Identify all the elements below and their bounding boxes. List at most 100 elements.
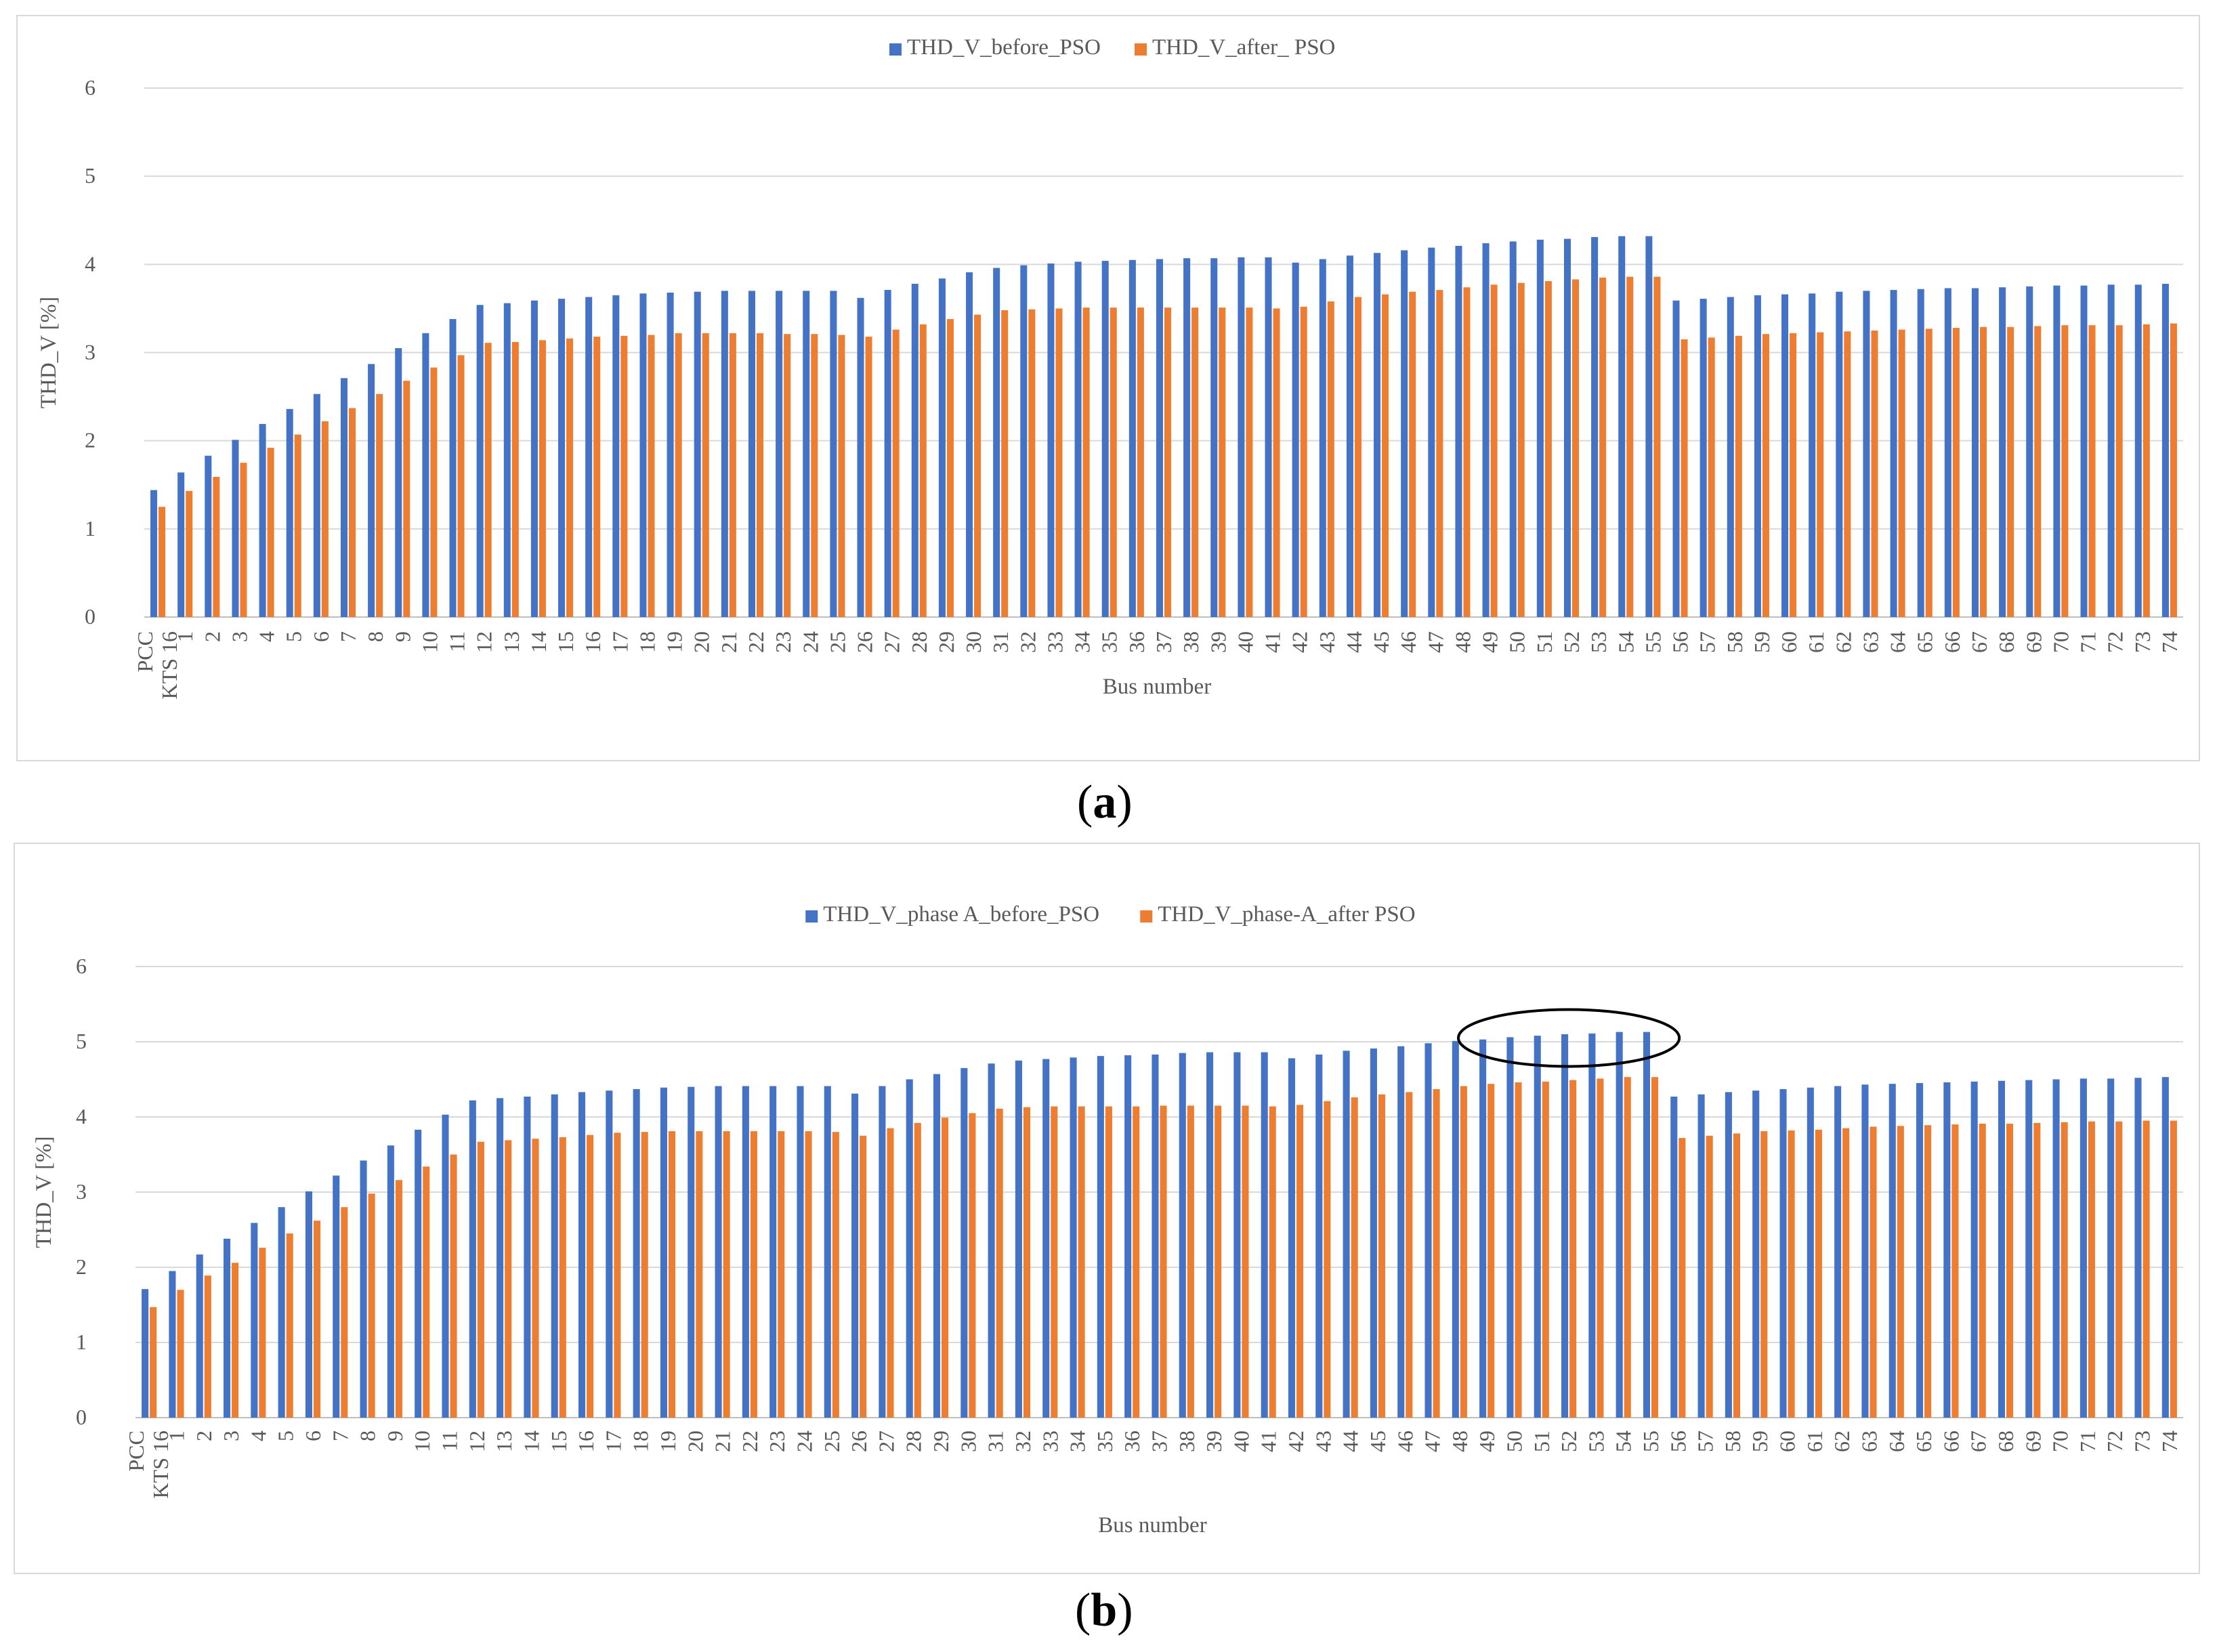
bar-after xyxy=(1653,276,1661,617)
bar-before xyxy=(715,1086,722,1418)
bar-before xyxy=(606,1090,613,1418)
bar-before xyxy=(2107,284,2115,617)
bar-before xyxy=(333,1175,340,1418)
bar-after xyxy=(860,1135,867,1418)
bar-before xyxy=(1288,1058,1296,1418)
bar-after xyxy=(668,1131,676,1418)
bar-after xyxy=(1597,1078,1604,1418)
bar-after xyxy=(159,507,166,617)
bar-before xyxy=(177,472,185,617)
bar-after xyxy=(887,1128,894,1418)
x-tick-label: 25 xyxy=(820,1431,844,1452)
x-tick-label: 5 xyxy=(282,631,306,642)
bar-before xyxy=(1128,259,1136,617)
bar-before xyxy=(2025,1080,2033,1418)
y-tick-label: 0 xyxy=(85,604,96,629)
bar-before xyxy=(1916,1083,1924,1418)
bar-after xyxy=(702,333,709,617)
bar-after xyxy=(1979,1123,1986,1418)
bar-before xyxy=(1482,243,1490,617)
x-tick-label: 66 xyxy=(1939,1431,1963,1452)
bar-before xyxy=(1452,1040,1459,1418)
bar-after xyxy=(1924,1125,1932,1418)
x-tick-label: 53 xyxy=(1586,631,1611,653)
x-tick-label: 65 xyxy=(1913,631,1937,653)
bar-after xyxy=(1436,290,1443,617)
x-tick-label: 10 xyxy=(410,1431,434,1452)
x-tick-label: 31 xyxy=(984,1431,1008,1452)
bar-before xyxy=(1534,1036,1541,1418)
bar-before xyxy=(1101,261,1109,617)
bar-before xyxy=(1315,1054,1323,1418)
x-tick-label: 9 xyxy=(383,1431,407,1441)
x-tick-label: 18 xyxy=(629,1431,653,1452)
x-tick-label: 23 xyxy=(765,1431,789,1452)
x-tick-label: 28 xyxy=(902,1431,926,1452)
bar-before xyxy=(1807,1087,1814,1418)
x-tick-label: 41 xyxy=(1261,631,1285,653)
bar-after xyxy=(1515,1082,1522,1418)
bar-before xyxy=(2026,286,2033,617)
bar-after xyxy=(1517,282,1525,617)
x-tick-label: 73 xyxy=(2130,1431,2155,1452)
x-tick-label: 54 xyxy=(1613,631,1638,653)
bar-before xyxy=(1319,259,1326,618)
bar-after xyxy=(942,1118,949,1418)
x-tick-label: 2 xyxy=(192,1431,216,1441)
bar-after xyxy=(1351,1097,1358,1418)
bar-before xyxy=(449,319,457,617)
bar-before xyxy=(851,1093,859,1418)
bar-after xyxy=(1105,1106,1112,1418)
bar-before xyxy=(422,333,429,617)
x-tick-label: 50 xyxy=(1505,631,1529,653)
x-tick-label: 43 xyxy=(1311,1431,1335,1452)
x-tick-label: 38 xyxy=(1179,631,1203,653)
x-tick-label: 39 xyxy=(1206,631,1230,653)
bar-before xyxy=(469,1100,476,1418)
x-tick-label: 33 xyxy=(1038,1431,1062,1452)
x-tick-label: 29 xyxy=(934,631,958,653)
bar-after xyxy=(1952,328,1960,617)
bar-before xyxy=(1015,1060,1022,1418)
x-tick-label: 39 xyxy=(1202,1431,1226,1452)
bar-after xyxy=(1051,1106,1058,1418)
bar-before xyxy=(1890,290,1897,617)
bar-before xyxy=(1401,250,1408,617)
bar-after xyxy=(2088,325,2096,617)
bar-after xyxy=(1191,308,1199,617)
y-tick-label: 3 xyxy=(85,340,96,364)
bar-before xyxy=(278,1207,285,1418)
x-tick-label: 20 xyxy=(683,1431,707,1452)
bar-before xyxy=(906,1079,913,1418)
bar-after xyxy=(1300,306,1307,617)
bar-after xyxy=(1023,1107,1031,1418)
x-tick-label: 23 xyxy=(771,631,795,653)
legend: THD_V_before_PSO THD_V_after_ PSO xyxy=(889,35,1335,60)
bar-before xyxy=(1097,1056,1104,1418)
bar-after xyxy=(865,337,872,617)
bar-before xyxy=(1070,1057,1077,1418)
panel-label-b: (b) xyxy=(1075,1584,1133,1636)
x-tick-label: 72 xyxy=(2103,1431,2127,1452)
legend-swatch-before xyxy=(889,43,902,56)
bar-after xyxy=(1246,308,1253,617)
bar-before xyxy=(688,1086,695,1418)
bar-after xyxy=(1406,1092,1413,1418)
bar-before xyxy=(150,490,158,617)
x-tick-label: 17 xyxy=(608,631,632,653)
x-tick-label: 55 xyxy=(1641,631,1665,653)
bar-before xyxy=(1374,253,1381,618)
bar-after xyxy=(1164,308,1172,617)
x-tick-label: 5 xyxy=(274,1431,298,1441)
x-tick-label: 37 xyxy=(1147,1431,1172,1452)
bar-before xyxy=(1156,259,1163,618)
x-tick-label: 17 xyxy=(601,1431,625,1452)
bar-before xyxy=(530,300,538,617)
x-tick-label: 44 xyxy=(1338,1431,1363,1452)
bar-before xyxy=(395,347,402,617)
bar-after xyxy=(614,1132,621,1418)
bar-after xyxy=(2115,325,2123,617)
x-tick-label: 59 xyxy=(1750,631,1774,653)
bar-before xyxy=(558,299,566,617)
x-tick-label: 73 xyxy=(2130,631,2155,653)
